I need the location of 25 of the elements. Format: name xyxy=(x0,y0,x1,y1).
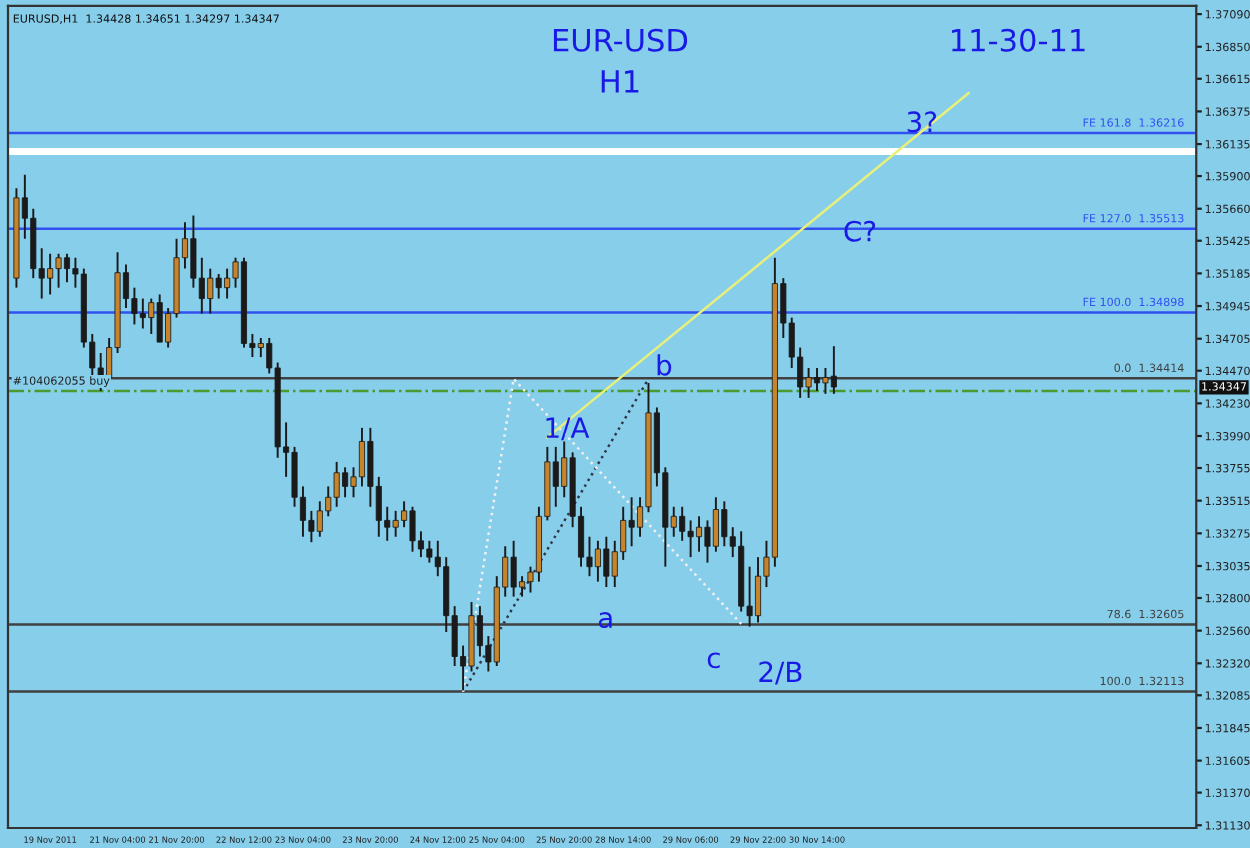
candlestick xyxy=(215,273,222,300)
annotation: 2/B xyxy=(759,661,802,685)
candlestick xyxy=(63,252,71,284)
candlestick xyxy=(822,367,829,395)
candlestick xyxy=(148,297,155,335)
candlestick xyxy=(628,496,635,548)
text: EUR-USD xyxy=(553,28,688,52)
candlestick xyxy=(687,519,694,559)
candlestick xyxy=(813,367,821,393)
candlestick xyxy=(55,252,62,289)
annotation: 11-30-11 xyxy=(952,28,1085,52)
candlestick xyxy=(392,509,399,538)
candlestick xyxy=(156,293,163,344)
candlestick xyxy=(721,500,728,548)
candlestick xyxy=(603,535,610,589)
annotation: c xyxy=(707,652,720,669)
candlestick xyxy=(426,539,433,564)
text: H1 xyxy=(601,70,639,93)
candlestick xyxy=(409,505,416,553)
candlestick xyxy=(830,345,837,395)
candlestick xyxy=(510,539,517,598)
annotation: b xyxy=(657,354,672,376)
annotation: 3? xyxy=(907,111,937,133)
candlestick xyxy=(333,460,340,508)
candlestick xyxy=(207,267,214,315)
